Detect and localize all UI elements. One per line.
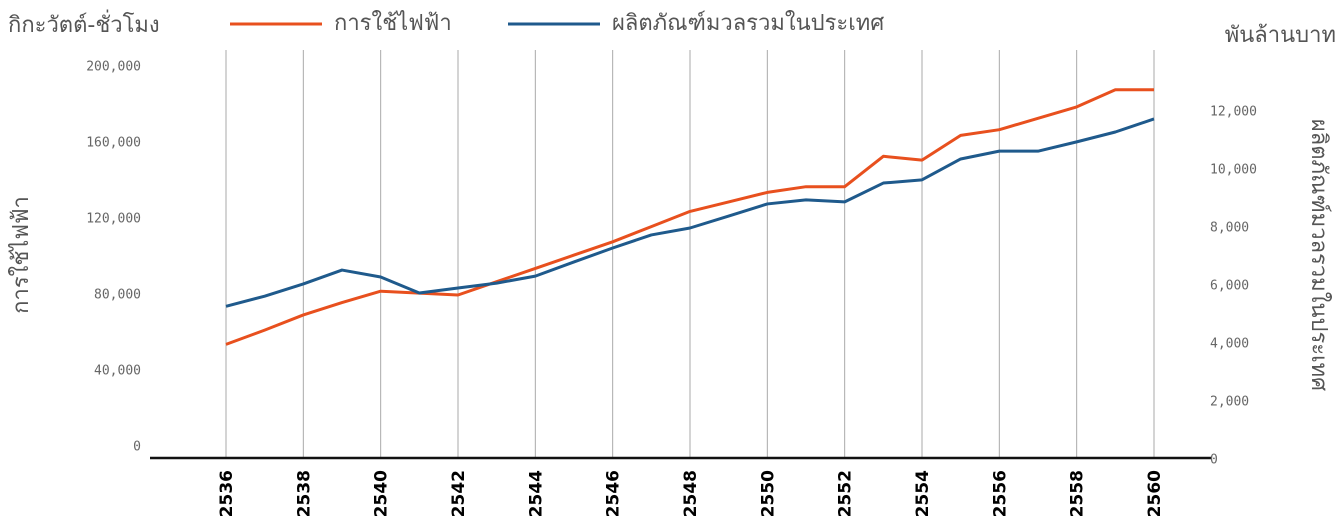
y2-tick-label: 2,000 — [1210, 395, 1249, 410]
line-series — [225, 88, 1154, 346]
x-tick-label: 2554 — [913, 470, 933, 517]
y-tick-label: 0 — [133, 440, 141, 455]
x-tick-label: 2540 — [372, 470, 392, 517]
x-tick-label: 2556 — [990, 470, 1010, 517]
x-tick-label: 2560 — [1145, 470, 1165, 517]
y2-axis-label: ผลิตภัณฑ์มวลรวมในประเทศ — [1306, 119, 1332, 391]
x-tick-label: 2546 — [604, 470, 624, 517]
y-tick-label: 120,000 — [86, 212, 141, 227]
y-unit-label: กิกะวัตต์-ชั่วโมง — [8, 9, 160, 38]
y2-tick-label: 12,000 — [1210, 105, 1257, 120]
y2-tick-label: 0 — [1210, 453, 1218, 468]
y2-unit-label: พันล้านบาท — [1225, 23, 1336, 48]
x-tick-label: 2550 — [758, 470, 778, 517]
x-tick-label: 2552 — [836, 470, 856, 517]
x-tick-label: 2558 — [1068, 470, 1088, 517]
y2-tick-label: 6,000 — [1210, 279, 1249, 294]
y-tick-label: 200,000 — [86, 60, 141, 75]
y2-tick-label: 4,000 — [1210, 337, 1249, 352]
legend-label: การใช้ไฟฟ้า — [334, 10, 452, 36]
y-axis-label: การใช้ไฟฟ้า — [8, 196, 34, 314]
x-tick-label: 2538 — [294, 470, 314, 517]
x-tick-label: 2536 — [217, 470, 237, 517]
x-tick-label: 2548 — [681, 470, 701, 517]
y-tick-label: 80,000 — [94, 288, 141, 303]
y2-tick-label: 10,000 — [1210, 163, 1257, 178]
y-tick-label: 160,000 — [86, 136, 141, 151]
line-series — [225, 117, 1155, 308]
y-tick-label: 40,000 — [94, 364, 141, 379]
legend-label: ผลิตภัณฑ์มวลรวมในประเทศ — [612, 10, 884, 36]
y2-tick-label: 8,000 — [1210, 221, 1249, 236]
x-tick-label: 2542 — [449, 470, 469, 517]
x-tick-label: 2544 — [526, 470, 546, 517]
